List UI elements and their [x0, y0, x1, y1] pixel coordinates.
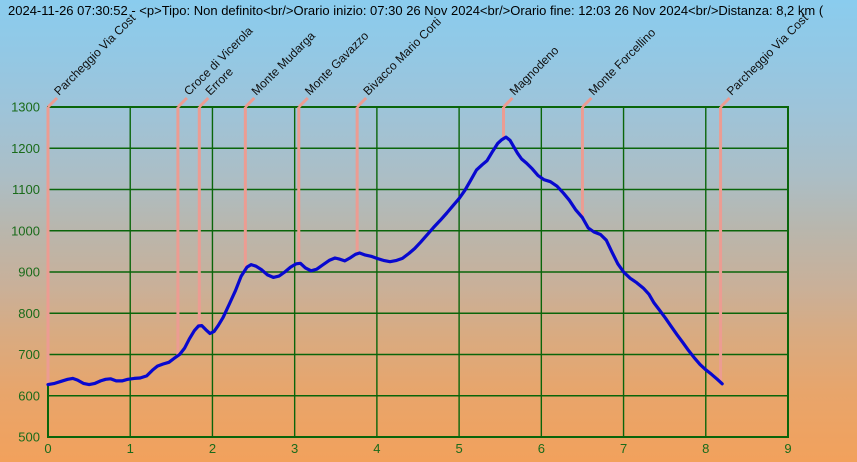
y-tick-label: 700: [18, 347, 40, 362]
y-tick-label: 500: [18, 430, 40, 445]
x-tick-label: 1: [127, 441, 134, 456]
waypoint-label: Parcheggio Via Cost: [51, 11, 139, 99]
waypoint-label: Parcheggio Via Cost: [724, 11, 812, 99]
waypoint-label: Monte Forcellino: [586, 25, 659, 98]
x-tick-label: 2: [209, 441, 216, 456]
waypoint-leader: [297, 96, 309, 109]
x-tick-label: 0: [44, 441, 51, 456]
waypoint-leader: [581, 96, 593, 109]
x-tick-label: 6: [538, 441, 545, 456]
waypoint-leader: [198, 96, 210, 109]
waypoint-leader: [719, 96, 731, 109]
waypoint-leader: [46, 96, 59, 109]
waypoint-label: Magnodeno: [507, 43, 562, 98]
x-tick-label: 8: [702, 441, 709, 456]
x-tick-label: 5: [455, 441, 462, 456]
y-tick-label: 1300: [11, 100, 40, 115]
waypoint-leader: [356, 96, 368, 109]
x-tick-label: 9: [784, 441, 791, 456]
x-tick-label: 3: [291, 441, 298, 456]
y-tick-label: 1000: [11, 223, 40, 238]
y-tick-label: 600: [18, 388, 40, 403]
y-tick-label: 800: [18, 306, 40, 321]
waypoint-leader: [244, 96, 256, 109]
x-tick-label: 7: [620, 441, 627, 456]
elevation-profile-line: [46, 135, 724, 387]
y-tick-label: 1200: [11, 141, 40, 156]
y-tick-label: 900: [18, 265, 40, 280]
y-tick-label: 1100: [12, 182, 40, 197]
waypoint-leader: [502, 96, 514, 109]
waypoint-label: Bivacco Mario Corti: [360, 15, 443, 98]
waypoint-leader: [176, 96, 188, 109]
chart-title: 2024-11-26 07:30:52 - <p>Tipo: Non defin…: [8, 3, 824, 18]
x-tick-label: 4: [373, 441, 380, 456]
